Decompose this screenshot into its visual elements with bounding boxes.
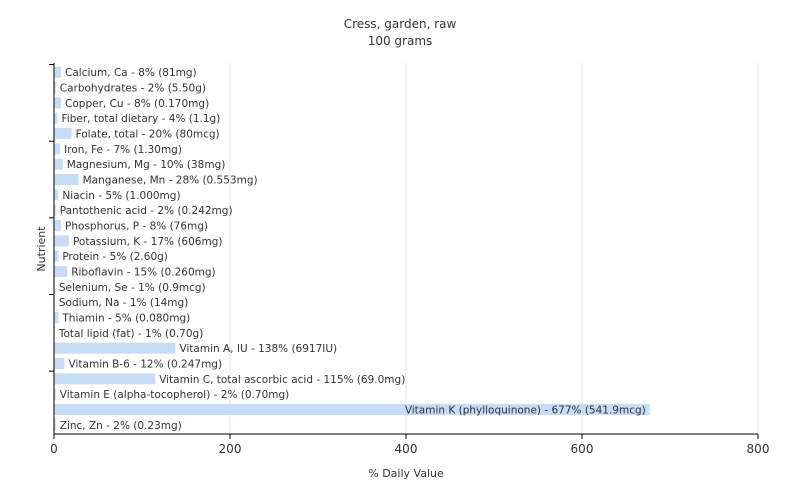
bars [54, 66, 650, 431]
bar-label-23: Zinc, Zn - 2% (0.23mg) [60, 420, 182, 432]
bar-label-4: Folate, total - 20% (80mcg) [76, 129, 220, 141]
x-tick-label-2: 400 [395, 442, 418, 456]
bar-label-18: Vitamin A, IU - 138% (6917IU) [179, 343, 337, 355]
bar-21 [54, 388, 56, 400]
bar-16 [54, 311, 59, 323]
bar-label-19: Vitamin B-6 - 12% (0.247mg) [69, 358, 223, 370]
bar-label-21: Vitamin E (alpha-tocopherol) - 2% (0.70m… [60, 389, 290, 401]
bar-label-11: Potassium, K - 17% (606mg) [73, 236, 223, 248]
bar-12 [54, 250, 59, 262]
bar-labels: Calcium, Ca - 8% (81mg) Carbohydrates - 2… [58, 67, 646, 432]
bar-23 [54, 419, 56, 431]
bar-label-3: Fiber, total dietary - 4% (1.1g) [62, 113, 221, 125]
bar-5 [54, 143, 61, 155]
bar-0 [54, 66, 62, 78]
bar-19 [54, 357, 65, 369]
x-axis-title: % Daily Value [368, 467, 444, 480]
bar-20 [54, 373, 156, 385]
bar-6 [54, 158, 63, 170]
bar-label-12: Protein - 5% (2.60g) [62, 251, 168, 263]
bar-9 [54, 204, 56, 216]
bar-8 [54, 189, 59, 201]
bar-label-8: Niacin - 5% (1.000mg) [62, 190, 180, 202]
bar-label-16: Thiamin - 5% (0.080mg) [61, 312, 190, 324]
bar-label-5: Iron, Fe - 7% (1.30mg) [64, 144, 182, 156]
axes: 0 200 400 600 800 [49, 63, 769, 456]
bar-label-1: Carbohydrates - 2% (5.50g) [60, 83, 206, 95]
y-axis-title: Nutrient [35, 226, 48, 272]
bar-label-0: Calcium, Ca - 8% (81mg) [65, 67, 197, 79]
chart-title: Cress, garden, raw [344, 17, 457, 31]
bar-label-22: Vitamin K (phylloquinone) - 677% (541.9m… [405, 404, 646, 416]
bar-label-2: Copper, Cu - 8% (0.170mg) [65, 98, 209, 110]
chart-subtitle: 100 grams [368, 34, 433, 48]
bar-4 [54, 128, 72, 140]
bar-10 [54, 220, 62, 232]
bar-7 [54, 174, 79, 186]
bar-label-10: Phosphorus, P - 8% (76mg) [65, 221, 208, 233]
bar-label-7: Manganese, Mn - 28% (0.553mg) [83, 175, 258, 187]
bar-1 [54, 82, 56, 94]
bar-label-14: Selenium, Se - 1% (0.9mcg) [59, 282, 206, 294]
x-tick-label-4: 800 [747, 442, 770, 456]
bar-13 [54, 265, 68, 277]
x-tick-label-1: 200 [219, 442, 242, 456]
bar-18 [54, 342, 176, 354]
bar-label-13: Riboflavin - 15% (0.260mg) [71, 266, 215, 278]
bar-label-15: Sodium, Na - 1% (14mg) [59, 297, 188, 309]
grid-lines [229, 63, 759, 434]
bar-2 [54, 97, 62, 109]
bar-label-17: Total lipid (fat) - 1% (0.70g) [58, 328, 203, 340]
bar-label-6: Magnesium, Mg - 10% (38mg) [67, 159, 226, 171]
bar-label-20: Vitamin C, total ascorbic acid - 115% (6… [159, 374, 405, 386]
x-tick-label-0: 0 [50, 442, 58, 456]
bar-11 [54, 235, 69, 247]
bar-label-9: Pantothenic acid - 2% (0.242mg) [60, 205, 233, 217]
x-tick-label-3: 600 [571, 442, 594, 456]
bar-22 [54, 403, 650, 415]
bar-3 [54, 112, 58, 124]
